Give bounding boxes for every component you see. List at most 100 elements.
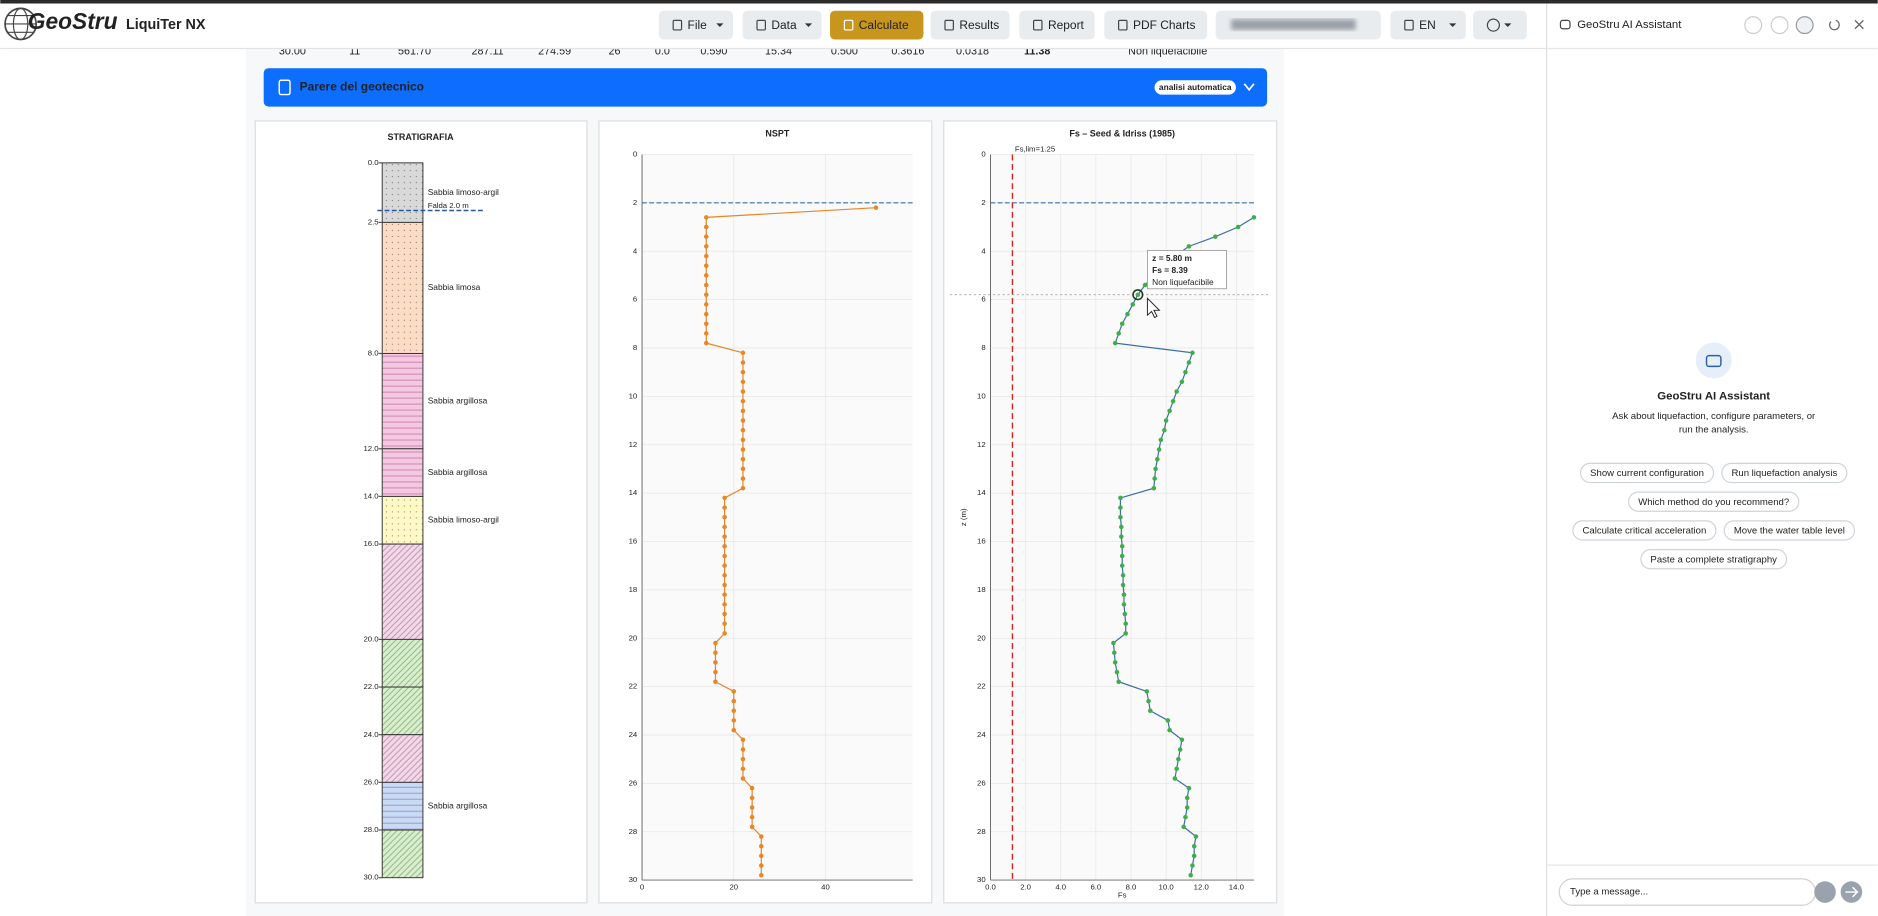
y-tick-label: 2 <box>633 198 637 207</box>
y-tick-label: 24 <box>629 730 638 739</box>
data-point <box>759 863 764 868</box>
y-tick-label: 0.0 <box>368 158 379 167</box>
data-point <box>741 389 746 394</box>
data-point <box>741 738 746 743</box>
y-tick-label: 16 <box>629 537 638 546</box>
chip-label: Move the water table level <box>1734 526 1845 537</box>
data-point <box>704 234 709 239</box>
assistant-bg <box>1546 4 1878 916</box>
data-point <box>722 525 727 530</box>
assistant-description: Ask about liquefaction, configure parame… <box>1612 411 1816 422</box>
data-point <box>732 689 737 694</box>
data-point <box>1145 689 1150 694</box>
data-point <box>722 496 727 501</box>
suggestion-chip[interactable]: Calculate critical acceleration <box>1573 521 1716 540</box>
y-tick-label: 12.0 <box>363 444 379 453</box>
chart-title: NSPT <box>765 128 789 138</box>
y-tick-label: 22 <box>629 682 638 691</box>
layer <box>382 782 423 830</box>
data-point <box>741 360 746 365</box>
menu-button[interactable]: File <box>659 11 733 40</box>
chart-title: Fs – Seed & Idriss (1985) <box>1069 128 1175 138</box>
layout-button[interactable] <box>1745 17 1762 34</box>
data-point <box>1152 476 1157 481</box>
layer <box>382 353 423 448</box>
suggestion-chip[interactable]: Which method do you recommend? <box>1629 492 1799 511</box>
data-point <box>1183 815 1188 820</box>
layer-label: Sabbia limosa <box>428 282 481 292</box>
x-tick-label: 6.0 <box>1090 882 1101 891</box>
y-tick-label: 28.0 <box>363 825 379 834</box>
suggestion-chip[interactable]: Run liquefaction analysis <box>1722 463 1847 482</box>
data-point <box>1236 225 1241 230</box>
data-point <box>1119 525 1124 530</box>
layer <box>382 639 423 687</box>
x-tick-label: 20 <box>729 882 738 891</box>
attach-button[interactable] <box>1814 881 1836 903</box>
x-tick-label: 0 <box>640 882 645 891</box>
data-point <box>741 467 746 472</box>
data-point <box>1153 467 1158 472</box>
data-point <box>722 631 727 636</box>
data-point <box>1120 563 1125 568</box>
data-point <box>1143 283 1148 288</box>
x-axis-label: Fs <box>1118 891 1127 900</box>
data-point <box>741 409 746 414</box>
data-point <box>1116 679 1121 684</box>
data-point <box>1146 699 1151 704</box>
data-point <box>1192 844 1197 849</box>
menu-label: Results <box>959 18 999 32</box>
layout-button[interactable] <box>1796 17 1813 34</box>
data-point <box>1121 583 1126 588</box>
menu-button[interactable]: Report <box>1019 11 1094 40</box>
logo-text: GeoStru <box>28 8 118 34</box>
suggestion-chip[interactable]: Paste a complete stratigraphy <box>1641 550 1787 569</box>
data-point <box>1171 399 1176 404</box>
data-point <box>704 341 709 346</box>
layout-button[interactable] <box>1771 17 1788 34</box>
y-tick-label: 12 <box>977 440 986 449</box>
y-tick-label: 6 <box>981 295 985 304</box>
suggestion-chip[interactable]: Show current configuration <box>1581 463 1714 482</box>
data-point <box>741 757 746 762</box>
data-point <box>1187 244 1192 249</box>
profile-chart: NSPT02468101214161820222426283002040 <box>599 121 932 903</box>
data-point <box>741 776 746 781</box>
y-tick-label: 20.0 <box>363 634 379 643</box>
menu-button[interactable]: PDF Charts <box>1104 11 1207 40</box>
x-tick-label: 8.0 <box>1126 882 1137 891</box>
menu-button[interactable]: Calculate <box>830 11 923 40</box>
assistant-title: GeoStru AI Assistant <box>1657 390 1770 402</box>
layer-label: Sabbia argillosa <box>428 800 488 810</box>
layer <box>382 163 423 223</box>
data-point <box>750 815 755 820</box>
y-tick-label: 30 <box>629 875 638 884</box>
menu-button[interactable]: Results <box>931 11 1010 40</box>
tooltip-line: Fs = 8.39 <box>1152 265 1188 275</box>
data-point <box>713 679 718 684</box>
menu-label: Calculate <box>859 18 909 32</box>
tooltip-line: z = 5.80 m <box>1152 253 1192 263</box>
data-point <box>704 254 709 259</box>
menu-button[interactable]: EN <box>1390 11 1465 40</box>
y-tick-label: 8 <box>981 343 985 352</box>
data-point <box>741 370 746 375</box>
assistant-description: run the analysis. <box>1679 424 1749 435</box>
data-point <box>722 544 727 549</box>
data-point <box>1173 776 1178 781</box>
y-tick-label: 14 <box>977 488 986 497</box>
menu-button[interactable]: Data <box>743 11 822 40</box>
data-point <box>1188 873 1193 878</box>
data-point <box>704 273 709 278</box>
data-point <box>741 476 746 481</box>
data-point <box>722 621 727 626</box>
account-blurred <box>1231 19 1356 30</box>
tooltip-line: Non liquefacibile <box>1152 277 1214 287</box>
data-point <box>874 205 879 210</box>
suggestion-chip[interactable]: Move the water table level <box>1724 521 1854 540</box>
y-tick-label: 28 <box>977 827 986 836</box>
banner[interactable]: Parere del geotecnico analisi automatica <box>264 68 1267 106</box>
data-point <box>704 292 709 297</box>
y-tick-label: 6 <box>633 295 637 304</box>
